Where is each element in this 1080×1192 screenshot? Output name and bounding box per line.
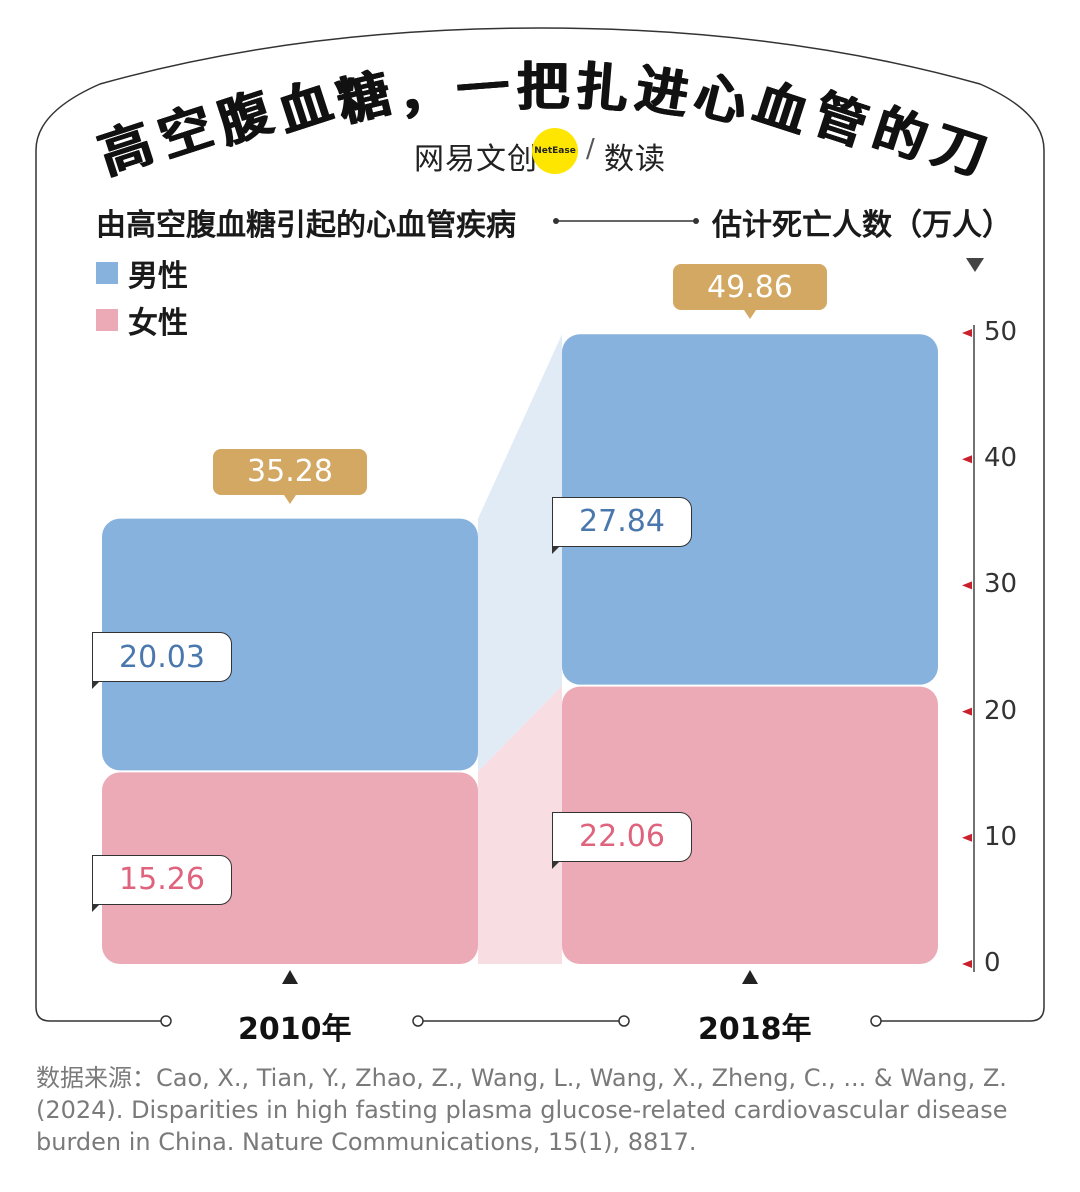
brand-circle-icon: NetEase — [532, 128, 578, 174]
y-tick-label-4: 40 — [984, 443, 1018, 474]
data-source-note: 数据来源：Cao, X., Tian, Y., Zhao, Z., Wang, … — [36, 1064, 1008, 1156]
label-female-0: 15.26 — [91, 854, 232, 912]
connector-male — [478, 334, 562, 772]
y-tick-marker-5 — [962, 329, 972, 337]
bar-female-1 — [562, 686, 938, 964]
y-tick-marker-2 — [962, 707, 972, 716]
category-marker-1 — [742, 970, 758, 984]
bar-female-0 — [102, 772, 478, 964]
legend-swatch-female — [96, 309, 118, 331]
legend-label-female: 女性 — [128, 306, 188, 341]
y-tick-marker-3 — [962, 581, 972, 590]
brand-logo: 网易文创 NetEase / 数读 — [414, 128, 674, 177]
y-tick-label-3: 30 — [984, 569, 1018, 600]
legend-label-male: 男性 — [128, 259, 188, 294]
bar-male-1 — [562, 334, 938, 685]
label-female-1: 22.06 — [551, 811, 692, 869]
y-tick-label-5: 50 — [984, 317, 1018, 347]
x-tick-label-1: 2018年 — [698, 1012, 812, 1047]
bar-male-0 — [102, 518, 478, 771]
legend-item-female: 女性 — [96, 303, 188, 341]
y-tick-marker-4 — [962, 455, 972, 464]
y-tick-label-0: 0 — [984, 948, 1001, 978]
label-male-0: 20.03 — [91, 632, 232, 690]
legend-swatch-male — [96, 262, 118, 284]
category-marker-0 — [282, 970, 298, 984]
legend-item-male: 男性 — [96, 256, 188, 294]
brand-column: 数读 — [604, 142, 666, 177]
label-total-0: 35.28 — [213, 448, 367, 504]
brand-name: 网易文创 — [414, 142, 538, 177]
connector-female — [478, 685, 562, 964]
y-tick-marker-0 — [962, 960, 972, 968]
y-axis-unit-label: 估计死亡人数（万人） — [712, 208, 1012, 243]
label-male-1: 27.84 — [551, 496, 692, 554]
x-tick-label-0: 2010年 — [238, 1012, 352, 1047]
label-total-1: 49.86 — [673, 264, 827, 320]
chart-subtitle: 由高空腹血糖引起的心血管疾病 — [96, 208, 516, 243]
y-tick-marker-1 — [962, 833, 972, 842]
y-tick-label-2: 20 — [984, 695, 1018, 726]
y-tick-label-1: 10 — [984, 821, 1018, 852]
brand-separator: / — [586, 134, 595, 164]
